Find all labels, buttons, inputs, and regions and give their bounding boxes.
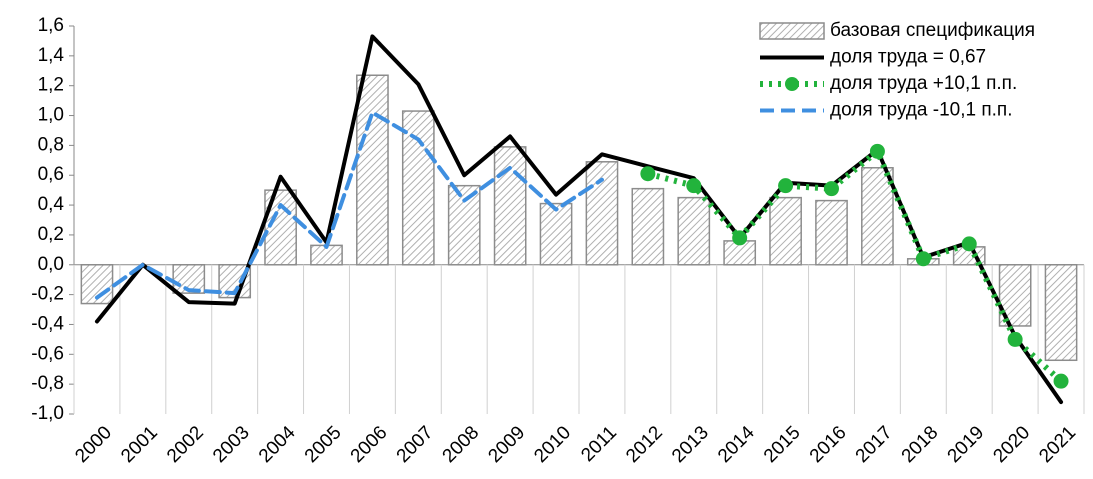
x-tick-label: 2018	[898, 422, 943, 467]
marker	[961, 236, 977, 252]
marker	[732, 230, 748, 246]
y-tick-label: -0,2	[31, 284, 64, 305]
bar	[677, 196, 711, 266]
x-tick-label: 2015	[760, 422, 805, 467]
bar	[493, 146, 527, 266]
x-tick-label: 2001	[117, 422, 162, 467]
marker	[824, 181, 839, 197]
y-tick-label: 1,2	[38, 75, 64, 96]
marker	[1007, 331, 1023, 347]
bar	[356, 74, 389, 266]
legend-label: доля труда -10,1 п.п.	[830, 100, 1012, 121]
bar	[631, 187, 665, 266]
x-tick-label: 2020	[989, 422, 1034, 467]
bar	[401, 110, 435, 266]
line	[94, 110, 604, 300]
marker	[1053, 373, 1069, 389]
y-tick-label: -0,6	[31, 343, 64, 364]
line	[94, 34, 1064, 405]
legend-swatch	[759, 22, 825, 40]
marker	[686, 178, 702, 194]
y-tick-label: 0,6	[38, 164, 64, 185]
x-tick-label: 2014	[714, 422, 759, 467]
x-tick-label: 2011	[577, 422, 621, 466]
marker	[640, 166, 656, 182]
y-tick-label: 0,0	[38, 254, 64, 275]
bar	[769, 196, 802, 266]
legend-marker	[785, 77, 799, 91]
bar	[585, 161, 619, 266]
y-tick-label: 1,6	[38, 15, 64, 36]
x-tick-label: 2005	[301, 422, 346, 467]
x-tick-label: 2007	[393, 422, 438, 467]
legend-label: доля труда = 0,67	[830, 47, 986, 68]
bar	[1044, 264, 1078, 362]
x-tick-label: 2003	[209, 422, 254, 467]
x-tick-label: 2000	[71, 422, 116, 467]
bar	[447, 184, 481, 266]
x-tick-label: 2006	[347, 422, 392, 467]
x-tick-label: 2002	[163, 422, 208, 467]
y-tick-label: 1,4	[38, 45, 65, 66]
x-tick-label: 2013	[668, 422, 713, 467]
x-tick-label: 2008	[439, 422, 484, 467]
x-tick-label: 2021	[1035, 422, 1080, 467]
bar	[815, 199, 848, 266]
x-tick-label: 2004	[255, 422, 300, 467]
marker	[778, 178, 794, 194]
x-tick-label: 2012	[622, 422, 667, 467]
y-tick-label: -1,0	[31, 403, 64, 424]
marker	[915, 251, 931, 267]
y-tick-label: 0,8	[38, 134, 64, 155]
x-tick-label: 2017	[852, 422, 897, 467]
marker	[869, 143, 885, 159]
x-tick-label: 2009	[484, 422, 529, 467]
legend-label: базовая спецификация	[830, 20, 1035, 41]
y-tick-label: 1,0	[38, 105, 64, 126]
y-tick-label: -0,8	[31, 373, 64, 394]
line	[647, 148, 1064, 384]
y-tick-label: -0,4	[31, 313, 64, 334]
y-tick-label: 0,2	[38, 224, 64, 245]
legend-label: доля труда +10,1 п.п.	[830, 73, 1017, 94]
x-tick-label: 2010	[530, 422, 575, 467]
x-tick-label: 2016	[806, 422, 851, 467]
bar	[861, 167, 894, 266]
y-tick-label: 0,4	[38, 194, 65, 215]
bar	[539, 202, 573, 266]
x-tick-label: 2019	[944, 422, 989, 467]
